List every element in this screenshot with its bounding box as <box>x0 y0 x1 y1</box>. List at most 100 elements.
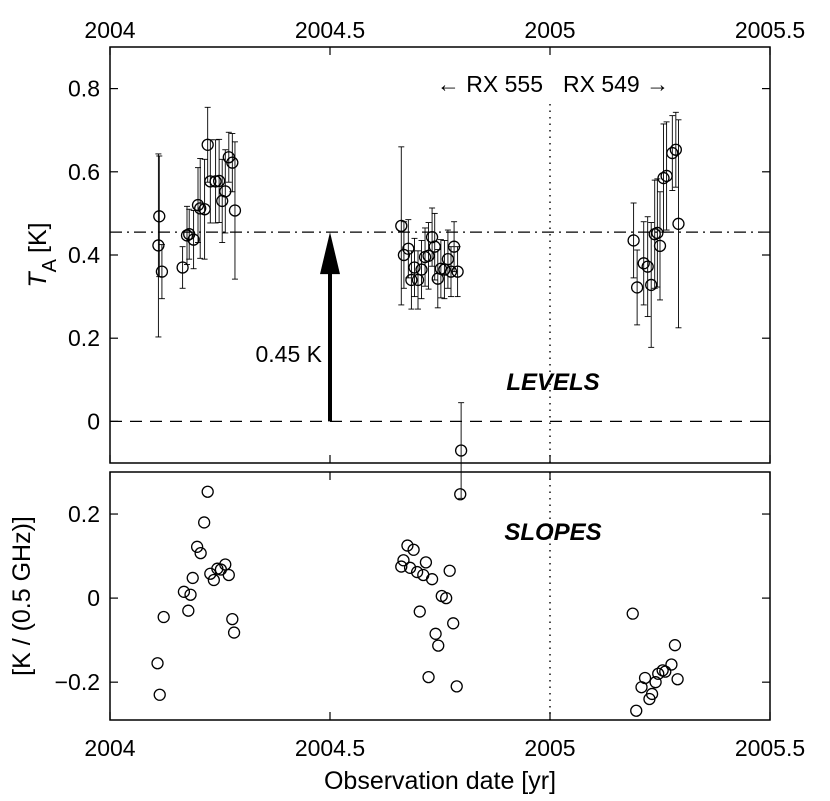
slope-marker <box>182 604 195 617</box>
level-marker <box>627 234 640 247</box>
level-point <box>155 244 169 300</box>
slope-marker <box>638 671 652 685</box>
level-point <box>194 158 207 259</box>
slope-marker <box>395 560 408 573</box>
level-marker <box>672 217 685 230</box>
bottom-x-tick-label: 2004.5 <box>295 735 365 761</box>
level-point <box>397 221 411 289</box>
slopes-y-tick-label: 0 <box>87 585 100 611</box>
bottom-x-tick-label: 2004 <box>84 735 135 761</box>
levels-y-axis-label: TA [K] <box>24 222 61 287</box>
slope-marker <box>403 561 417 574</box>
level-marker <box>191 198 205 212</box>
level-point <box>637 221 650 306</box>
level-point <box>454 402 468 499</box>
level-marker <box>641 260 654 273</box>
slope-marker <box>419 556 433 569</box>
slope-marker <box>222 568 235 582</box>
top-x-tick-label: 2005 <box>524 17 575 43</box>
level-marker <box>454 444 468 457</box>
slope-marker <box>668 639 682 652</box>
slope-marker <box>186 571 199 585</box>
levels-y-tick-label: 0 <box>87 408 100 434</box>
slope-marker <box>665 658 678 671</box>
level-point <box>176 246 189 289</box>
slope-marker <box>410 565 424 579</box>
level-point <box>180 205 194 266</box>
slope-marker <box>429 627 442 640</box>
x-axis-label: Observation date [yr] <box>324 767 556 795</box>
level-marker <box>451 265 464 278</box>
level-point <box>425 207 439 267</box>
slope-marker <box>645 687 659 701</box>
slope-marker <box>201 485 214 498</box>
level-marker <box>194 202 207 215</box>
level-point <box>201 106 214 183</box>
slope-marker <box>659 665 672 678</box>
slope-marker <box>194 546 207 560</box>
rx555-label: ← RX 555 <box>437 71 543 97</box>
slopes-x-ticks <box>109 472 771 720</box>
top-x-tick-labels: 2004 2004.5 2005 2005.5 <box>84 17 805 43</box>
slope-marker <box>649 676 662 689</box>
level-marker <box>645 278 658 292</box>
levels-panel-label: LEVELS <box>506 369 599 396</box>
levels-y-ticks: 0 0.2 0.4 0.6 0.8 <box>68 76 770 434</box>
level-marker <box>441 253 455 266</box>
slope-marker <box>447 617 460 630</box>
level-marker <box>176 261 189 274</box>
slope-marker <box>151 657 164 670</box>
slopes-y-tick-label: −0.2 <box>55 669 100 695</box>
level-marker <box>422 249 435 262</box>
level-point <box>226 133 239 193</box>
levels-data-points <box>152 106 685 499</box>
level-point <box>216 158 229 243</box>
slope-marker <box>190 540 204 553</box>
level-point <box>660 121 673 231</box>
level-marker <box>152 239 165 252</box>
levels-y-tick-label: 0.6 <box>68 159 100 185</box>
level-marker <box>630 281 644 294</box>
level-point <box>153 155 166 278</box>
slope-marker <box>630 704 643 717</box>
slope-marker <box>454 488 467 501</box>
slope-marker <box>450 680 463 693</box>
level-marker <box>408 261 421 274</box>
level-point <box>630 249 644 326</box>
levels-y-axis-subscript: A <box>39 258 61 272</box>
slope-marker <box>425 573 439 586</box>
levels-plot-frame <box>109 46 771 464</box>
level-point <box>395 146 408 306</box>
slopes-data-points <box>151 485 684 717</box>
level-point <box>669 111 682 188</box>
slope-marker <box>422 670 435 684</box>
slope-marker <box>626 607 639 620</box>
level-point <box>198 158 211 260</box>
slope-marker <box>227 626 241 639</box>
levels-x-ticks <box>109 47 771 463</box>
level-marker <box>405 273 418 287</box>
level-marker <box>395 219 408 233</box>
level-marker <box>180 229 194 242</box>
slope-marker <box>432 639 445 652</box>
top-x-tick-label: 2005.5 <box>735 17 805 43</box>
bottom-x-tick-label: 2005 <box>524 735 575 761</box>
levels-y-tick-label: 0.8 <box>68 76 100 102</box>
slope-marker <box>407 543 420 556</box>
levels-y-axis-symbol: T <box>24 271 52 288</box>
slope-marker <box>401 539 414 552</box>
offset-arrow-label: 0.45 K <box>256 341 323 367</box>
level-point <box>405 250 418 310</box>
level-point <box>451 246 464 298</box>
slope-marker <box>177 585 191 598</box>
top-x-tick-label: 2004 <box>84 17 135 43</box>
slope-marker <box>226 612 239 626</box>
level-marker <box>155 265 169 278</box>
slopes-y-axis-label: [K / (0.5 GHz)] <box>8 516 36 676</box>
level-marker <box>402 242 415 255</box>
slopes-plot-frame <box>109 471 771 721</box>
slope-marker <box>157 610 170 624</box>
level-point <box>666 115 679 191</box>
level-point <box>415 239 428 300</box>
